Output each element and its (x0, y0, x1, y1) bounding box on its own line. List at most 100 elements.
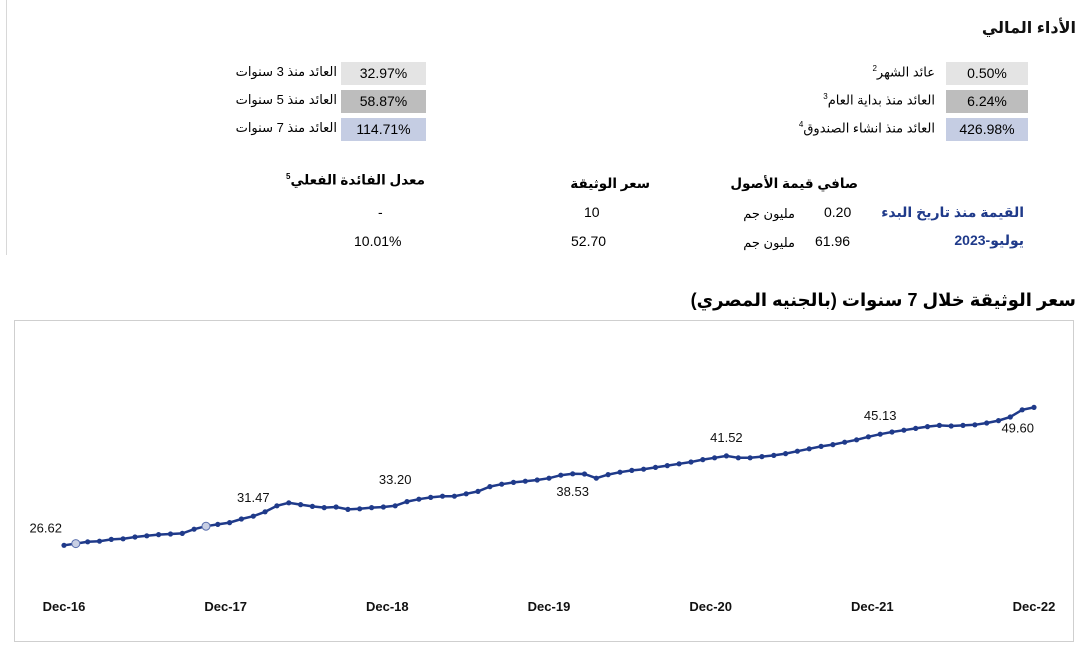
data-point (1031, 404, 1037, 410)
current-nav-unit: مليون جم (743, 235, 795, 250)
data-point (700, 457, 706, 463)
data-point (617, 469, 623, 475)
data-point (972, 422, 978, 428)
data-point (735, 455, 741, 461)
row-label-inception: القيمة منذ تاريخ البدء (881, 204, 1024, 220)
data-point (238, 516, 244, 522)
data-point (380, 504, 386, 510)
data-point (889, 429, 895, 435)
month-return-value: 0.50% (946, 62, 1028, 85)
data-point (723, 453, 730, 459)
row-label-current: يوليو-2023 (954, 232, 1024, 248)
data-point (641, 466, 647, 472)
data-point (830, 442, 836, 448)
data-point (605, 472, 611, 478)
data-point (747, 455, 753, 461)
inception-nav-unit: مليون جم (743, 206, 795, 221)
data-label: 41.52 (710, 430, 743, 445)
left-border-line (6, 0, 7, 255)
data-point (286, 500, 292, 506)
data-point (924, 424, 931, 430)
return-5y-label: العائد منذ 5 سنوات (235, 92, 337, 107)
data-point (227, 520, 233, 526)
data-point (558, 472, 564, 478)
data-point (913, 425, 919, 431)
data-point (676, 461, 682, 467)
current-price-value: 52.70 (571, 233, 607, 249)
x-tick-label: Dec-19 (528, 599, 571, 614)
inception-nav-value: 0.20 (824, 204, 852, 220)
data-point (759, 454, 765, 460)
data-point (61, 542, 67, 548)
data-point (818, 443, 824, 449)
data-point (688, 459, 694, 465)
data-point (783, 451, 789, 457)
data-point (156, 532, 162, 538)
data-point (71, 539, 81, 549)
data-point (345, 506, 351, 512)
data-label: 49.60 (1001, 420, 1034, 435)
inception-rate-value: - (378, 204, 383, 220)
return-5y-value: 58.87% (341, 90, 426, 113)
data-point (201, 521, 211, 531)
data-label: 26.62 (29, 520, 62, 535)
price-line-chart: 26.62 31.47 33.20 38.53 41.52 45.13 49.60 Dec-1… (29, 404, 1056, 614)
data-point (522, 478, 528, 484)
data-point (369, 505, 375, 511)
ytd-return-value: 6.24% (946, 90, 1028, 113)
data-point (309, 503, 315, 509)
x-tick-label: Dec-18 (366, 599, 409, 614)
inception-return-label: العائد منذ انشاء الصندوق4 (798, 120, 935, 136)
data-point (936, 422, 943, 428)
data-point (901, 427, 907, 433)
current-nav-value: 61.96 (815, 233, 851, 249)
ytd-return-label: العائد منذ بداية العام3 (823, 92, 935, 108)
data-point (712, 455, 718, 461)
performance-title: الأداء المالي (981, 20, 1076, 37)
data-point (85, 539, 91, 545)
data-point (167, 531, 174, 537)
data-point (298, 502, 304, 508)
data-point (416, 496, 422, 502)
current-rate-value: 10.01% (354, 233, 402, 249)
data-label: 33.20 (379, 472, 412, 487)
data-point (534, 477, 540, 483)
inception-price-value: 10 (584, 204, 600, 220)
return-3y-label: العائد منذ 3 سنوات (235, 64, 337, 79)
data-point (652, 464, 659, 470)
header-nav: صافي قيمة الأصول (730, 176, 858, 191)
data-point (865, 434, 872, 440)
data-point (794, 448, 801, 454)
data-point (487, 484, 493, 490)
data-point (262, 509, 268, 515)
data-point (274, 503, 280, 509)
data-point (357, 506, 363, 512)
data-point (215, 521, 221, 527)
data-label: 38.53 (556, 484, 589, 499)
data-point (854, 437, 860, 443)
data-point (392, 503, 398, 509)
data-point (1019, 407, 1025, 413)
inception-return-value: 426.98% (946, 118, 1028, 141)
data-point (144, 533, 150, 539)
data-point (120, 536, 126, 542)
data-point (546, 475, 552, 481)
return-3y-value: 32.97% (341, 62, 426, 85)
chart-title: سعر الوثيقة خلال 7 سنوات (بالجنيه المصري… (690, 290, 1076, 310)
data-point (321, 505, 327, 511)
data-point (581, 471, 588, 477)
data-point (984, 420, 990, 426)
data-label: 31.47 (237, 490, 270, 505)
data-point (499, 481, 505, 487)
data-point (842, 439, 848, 445)
x-tick-label: Dec-21 (851, 599, 894, 614)
data-point (771, 452, 777, 458)
x-tick-label: Dec-17 (204, 599, 247, 614)
data-point (877, 431, 883, 437)
data-point (463, 491, 469, 497)
data-point (179, 530, 185, 536)
x-tick-label: Dec-22 (1013, 599, 1056, 614)
data-point (108, 536, 114, 542)
data-point (570, 471, 576, 477)
x-tick-label: Dec-16 (43, 599, 86, 614)
